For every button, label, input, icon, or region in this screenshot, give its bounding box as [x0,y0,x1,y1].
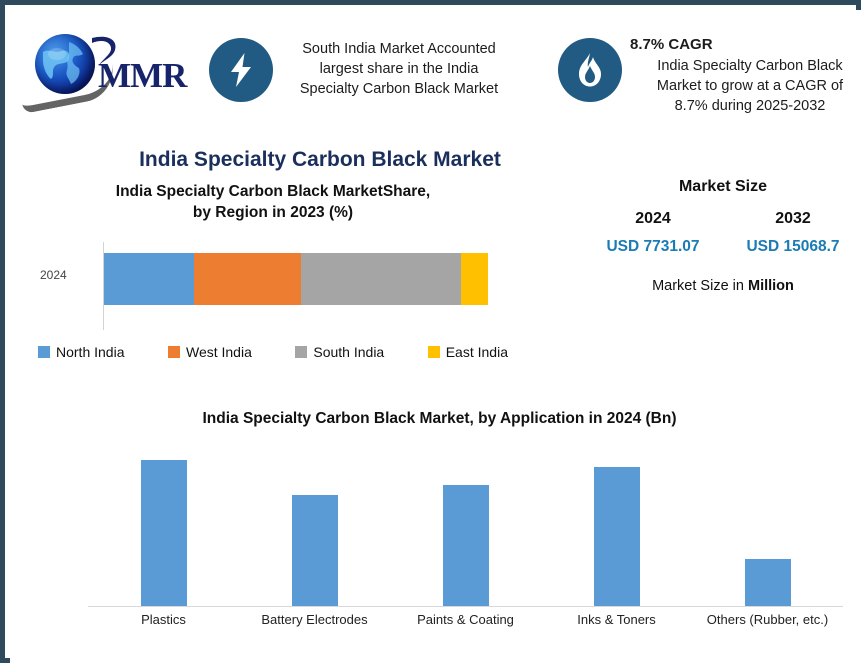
stacked-bar-segment-west-india [194,253,301,305]
badge-line-2: largest share in the India [319,61,479,77]
x-axis-label: Battery Electrodes [261,612,368,627]
stacked-bar-segment-east-india [460,253,488,305]
market-size-unit-prefix: Market Size in [652,278,748,294]
market-size-panel: Market Size 2024 USD 7731.07 2032 USD 15… [585,178,861,338]
globe-icon [35,34,95,94]
logo-wordmark: MMR [98,56,187,95]
market-size-unit-note: Market Size in Million [585,278,861,294]
bar-battery-electrodes [291,494,338,606]
bar-plastics [140,459,187,606]
cagr-headline: 8.7% CAGR [630,36,713,53]
market-size-value-2024: USD 7731.07 [606,238,700,255]
market-size-year-2032: 2032 [775,210,811,227]
stacked-bar-segment-north-india [104,253,195,305]
market-size-title: Market Size [678,178,768,195]
cagr-line-2: India Specialty Carbon Black [657,57,843,74]
legend-swatch-icon [38,346,50,358]
mmr-logo: MMR [17,28,195,114]
lightning-bolt-icon [209,38,273,102]
legend-item-north-india[interactable]: North India [38,344,124,360]
legend-label: North India [56,344,125,360]
badge-south-india-text: South India Market Accounted largest sha… [281,39,517,99]
legend-item-east-india[interactable]: East India [427,344,508,360]
legend-swatch-icon [295,346,308,358]
legend-swatch-icon [167,346,180,358]
cagr-line-4: 8.7% during 2025-2032 [674,97,826,114]
application-chart-title: India Specialty Carbon Black Market, by … [202,410,677,427]
badge-cagr-text: 8.7% CAGR India Specialty Carbon Black M… [630,35,861,116]
x-axis-label: Plastics [141,612,186,627]
share-chart-axis [103,242,104,330]
legend-swatch-icon [427,346,440,358]
x-axis-label: Paints & Coating [417,612,514,627]
application-chart-plot [88,448,843,606]
x-axis-label: Others (Rubber, etc.) [706,612,829,627]
infographic-canvas: MMR South India Market Accounted largest… [10,10,861,663]
badge-line-1: South India Market Accounted [302,41,496,57]
legend-label: East India [445,344,508,360]
market-size-unit: Million [747,278,794,294]
bar-others-rubber-etc [744,559,791,606]
application-chart-baseline [88,606,843,607]
cagr-line-3: Market to grow at a CAGR of [656,77,844,94]
share-title-line-1: India Specialty Carbon Black MarketShare… [115,183,431,200]
share-chart-legend: North India West India South India East Ind… [38,344,508,360]
header-section: MMR South India Market Accounted largest… [10,10,861,138]
market-share-chart-title: India Specialty Carbon Black MarketShare… [38,182,508,224]
share-title-line-2: by Region in 2023 (%) [192,203,354,221]
application-chart-x-labels: Plastics Battery Electrodes Paints & Coati… [88,612,843,636]
x-axis-label: Inks & Toners [577,612,656,627]
page-title: India Specialty Carbon Black Market [139,148,501,171]
legend-item-south-india[interactable]: South India [295,344,384,360]
share-category-label: 2024 [40,268,67,282]
flame-icon [558,38,622,102]
application-bar-chart: India Specialty Carbon Black Market, by … [18,400,861,650]
stacked-bar [104,253,488,305]
stacked-bar-segment-south-india [300,253,461,305]
legend-item-west-india[interactable]: West India [167,344,252,360]
legend-label: South India [313,344,385,360]
badge-line-3: Specialty Carbon Black Market [299,81,499,97]
bar-inks-toners [593,467,640,606]
market-size-year-2024: 2024 [635,210,671,227]
market-share-chart: India Specialty Carbon Black MarketShare… [18,182,523,372]
legend-label: West India [185,344,252,360]
logo-hook-icon [92,36,116,66]
bar-paints-coating [442,484,489,606]
market-size-value-2032: USD 15068.7 [746,238,840,255]
